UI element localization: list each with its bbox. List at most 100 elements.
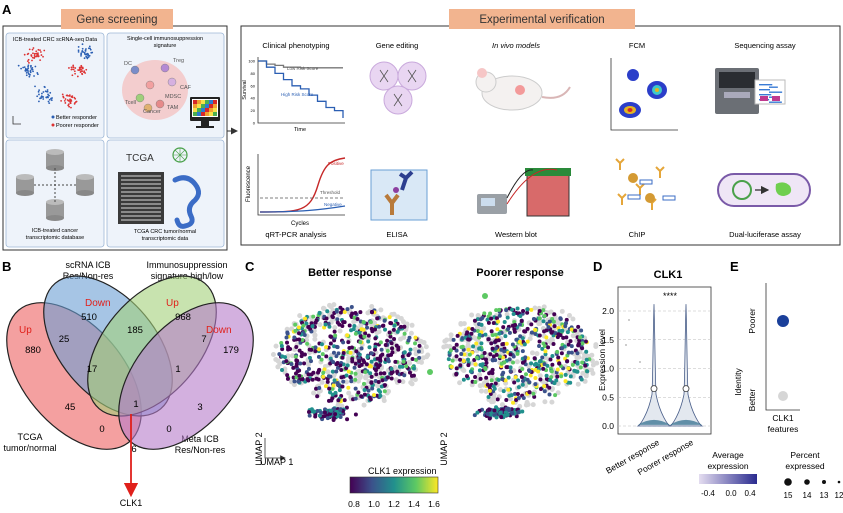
violin-shape [636, 304, 672, 427]
umap-bg-point [369, 303, 375, 309]
umap-point [353, 377, 358, 382]
label-dual-luciferase: Dual-luciferase assay [729, 230, 801, 239]
km-low-label: Low Risk Score [287, 66, 319, 71]
tsne-point [73, 70, 76, 73]
umap-point [515, 392, 520, 397]
umap-point [315, 394, 320, 399]
tsne-point [68, 67, 70, 69]
umap-point [466, 347, 471, 352]
umap-point [540, 355, 545, 360]
umap-bg-point [575, 381, 581, 387]
umap-point [575, 369, 580, 374]
tsne-point [23, 53, 26, 56]
umap-point [321, 374, 326, 379]
tsne-point [70, 100, 73, 102]
umap-point [322, 367, 327, 372]
tsne-point [48, 102, 51, 105]
tsne-point [23, 66, 26, 69]
umap-point [323, 384, 328, 389]
umap-point [363, 370, 368, 375]
umap-point [402, 331, 407, 336]
umap-point [510, 410, 515, 415]
umap-bg-point [444, 337, 450, 343]
umap-point [397, 364, 402, 369]
umap-point [541, 308, 546, 313]
colorbar-tick: 1.0 [368, 499, 380, 509]
tsne-point [28, 75, 31, 78]
umap-point [330, 386, 335, 391]
umap-bg-point [447, 344, 453, 350]
violin-shape [668, 304, 704, 427]
umap-point [378, 389, 383, 394]
umap-point [389, 341, 394, 346]
umap-outlier [427, 369, 433, 375]
database-top [16, 174, 34, 180]
tsne-point [69, 99, 72, 102]
umap-point [573, 328, 578, 333]
cell-icon [135, 93, 145, 103]
venn-set2-dir: Up [166, 298, 179, 309]
umap-point [485, 412, 490, 417]
tsne-point [35, 52, 38, 55]
umap-point [479, 341, 484, 346]
legend-better-dot [51, 115, 55, 119]
umap-point [473, 374, 478, 379]
umap-bg-point [469, 382, 475, 388]
umap-bg-point [363, 375, 369, 381]
tsne-point [26, 60, 29, 63]
umap-bg-point [570, 333, 576, 339]
umap-point [500, 377, 505, 382]
tsne-point [88, 54, 91, 57]
umap-point [350, 311, 355, 316]
dna-fragment [639, 179, 653, 185]
umap-point [526, 368, 531, 373]
umap-point [346, 340, 351, 345]
tsne-point [70, 66, 73, 69]
umap-bg-point [593, 342, 599, 348]
venn-set4-name-2: Res/Non-res [175, 445, 226, 455]
umap-point [538, 377, 543, 382]
tcga-caption-2: transcriptomic data [142, 236, 189, 242]
venn-count: 6 [131, 444, 136, 455]
umap-point [353, 396, 358, 401]
umap-point [521, 309, 526, 314]
umap2-label: UMAP 2 [254, 432, 264, 465]
umap-point [310, 324, 315, 329]
umap-bg-point [284, 326, 290, 332]
umap-point [551, 342, 556, 347]
umap-point [357, 330, 362, 335]
cell-icon [160, 63, 170, 73]
umap-bg-point [358, 322, 364, 328]
umap-point [390, 350, 395, 355]
umap-point [349, 379, 354, 384]
umap-point [527, 380, 532, 385]
umap-bg-point [395, 314, 401, 320]
umap-bg-point [478, 388, 484, 394]
tsne-point [77, 49, 80, 52]
umap-point [388, 334, 393, 339]
umap-point [508, 365, 513, 370]
tsne-point [27, 65, 29, 68]
umap-point [494, 415, 499, 420]
tsne-point [74, 101, 76, 104]
heatmap-cell [205, 104, 209, 108]
tsne-point [74, 72, 76, 75]
tsne-point [72, 64, 75, 67]
umap-bg-point [441, 344, 447, 350]
umap-point [560, 346, 565, 351]
umap-point [449, 364, 454, 369]
tsne-point [17, 64, 20, 67]
umap-point [361, 381, 366, 386]
umap-point [300, 338, 305, 343]
heatmap-cell [205, 112, 209, 116]
tsne-point [47, 100, 50, 103]
umap-point [324, 316, 329, 321]
experimental-header: Experimental verification [479, 14, 604, 26]
umap-point [546, 325, 551, 330]
umap-point [489, 341, 494, 346]
umap-point [309, 359, 314, 364]
umap-point [344, 373, 349, 378]
heatmap-cell [193, 108, 197, 112]
umap-point [331, 360, 336, 365]
